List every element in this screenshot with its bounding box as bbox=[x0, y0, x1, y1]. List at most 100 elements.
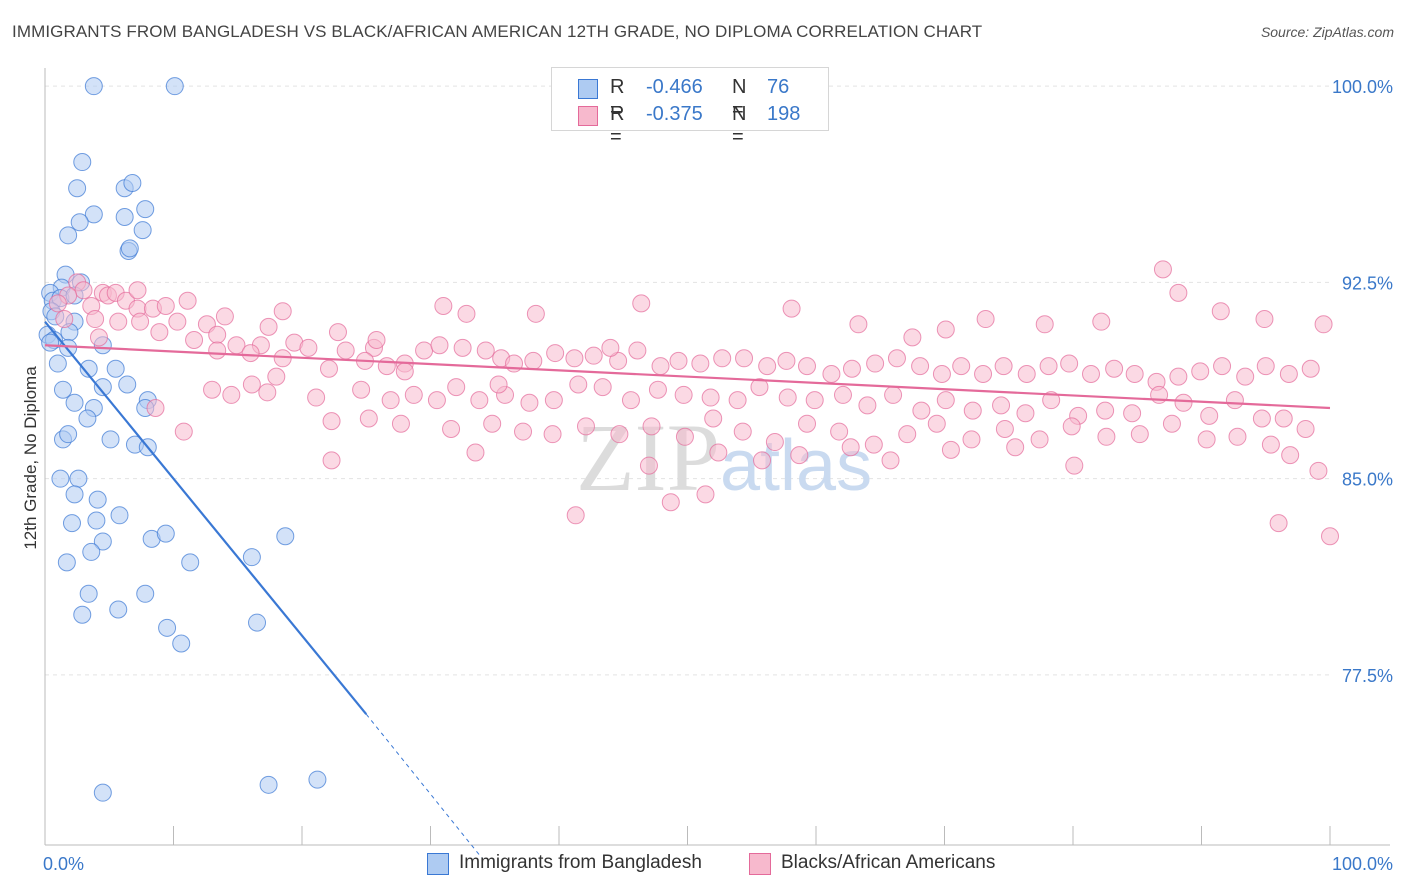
point-black bbox=[1252, 409, 1271, 428]
point-black bbox=[258, 383, 277, 402]
point-black bbox=[941, 440, 960, 459]
point-black bbox=[109, 312, 128, 331]
point-black bbox=[884, 385, 903, 404]
point-black bbox=[514, 422, 533, 441]
point-black bbox=[701, 388, 720, 407]
point-black bbox=[675, 427, 694, 446]
point-black bbox=[267, 367, 286, 386]
point-black bbox=[898, 425, 917, 444]
point-black bbox=[569, 375, 588, 394]
point-black bbox=[322, 412, 341, 431]
point-black bbox=[273, 302, 292, 321]
point-black bbox=[798, 414, 817, 433]
point-black bbox=[1125, 365, 1144, 383]
point-black bbox=[1016, 404, 1035, 423]
legend-swatch-blue bbox=[427, 853, 449, 875]
point-black bbox=[489, 375, 508, 394]
point-bangladesh bbox=[65, 393, 84, 412]
point-black bbox=[367, 330, 386, 349]
axes bbox=[44, 68, 1390, 846]
point-black bbox=[994, 357, 1013, 376]
point-bangladesh bbox=[53, 380, 72, 399]
point-black bbox=[1296, 419, 1315, 438]
point-black bbox=[1301, 359, 1320, 378]
point-black bbox=[483, 414, 502, 433]
point-black bbox=[642, 417, 661, 436]
point-bangladesh bbox=[123, 173, 142, 192]
trend-line-bangladesh bbox=[44, 320, 368, 715]
point-black bbox=[610, 425, 629, 444]
point-black bbox=[174, 422, 193, 441]
point-black bbox=[273, 349, 292, 368]
legend-swatch-pink bbox=[578, 106, 598, 126]
point-black bbox=[1309, 461, 1328, 480]
point-black bbox=[404, 385, 423, 404]
point-black bbox=[185, 330, 204, 349]
point-black bbox=[86, 310, 105, 329]
point-black bbox=[858, 396, 877, 415]
point-black bbox=[359, 409, 378, 428]
point-black bbox=[830, 422, 849, 441]
point-bangladesh bbox=[73, 153, 92, 172]
point-black bbox=[1200, 406, 1219, 425]
point-bangladesh bbox=[109, 600, 128, 619]
point-black bbox=[543, 425, 562, 444]
point-black bbox=[1236, 367, 1255, 386]
point-bangladesh bbox=[78, 409, 97, 428]
point-bangladesh bbox=[59, 425, 78, 444]
point-black bbox=[782, 299, 801, 318]
point-black bbox=[1213, 357, 1232, 376]
point-black bbox=[758, 357, 777, 376]
point-black bbox=[778, 388, 797, 407]
point-black bbox=[222, 385, 241, 404]
point-black bbox=[565, 349, 584, 368]
point-bangladesh bbox=[172, 634, 191, 653]
point-bangladesh bbox=[88, 490, 107, 509]
point-black bbox=[661, 493, 680, 512]
y-tick-label: 100.0% bbox=[1332, 77, 1393, 97]
point-bangladesh bbox=[79, 584, 98, 603]
point-black bbox=[753, 451, 772, 470]
point-black bbox=[427, 391, 446, 410]
point-black bbox=[639, 456, 658, 475]
point-black bbox=[733, 422, 752, 441]
point-black bbox=[849, 315, 868, 334]
point-bangladesh bbox=[93, 378, 112, 397]
chart-title: IMMIGRANTS FROM BANGLADESH VS BLACK/AFRI… bbox=[12, 22, 983, 41]
point-black bbox=[777, 351, 796, 370]
point-black bbox=[750, 378, 769, 397]
point-bangladesh bbox=[59, 226, 78, 245]
point-black bbox=[1169, 283, 1188, 302]
point-black bbox=[299, 338, 318, 357]
point-black bbox=[546, 344, 565, 363]
trend-lines bbox=[44, 320, 1331, 859]
point-black bbox=[128, 281, 147, 300]
point-black bbox=[415, 341, 434, 360]
point-black bbox=[866, 354, 885, 373]
point-black bbox=[1256, 357, 1275, 376]
point-bangladesh bbox=[101, 430, 120, 449]
point-black bbox=[576, 417, 595, 436]
point-black bbox=[168, 312, 187, 331]
point-black bbox=[887, 349, 906, 368]
point-bangladesh bbox=[65, 485, 84, 504]
point-black bbox=[453, 338, 472, 357]
point-black bbox=[336, 341, 355, 360]
point-black bbox=[790, 446, 809, 465]
point-black bbox=[1017, 365, 1036, 383]
point-black bbox=[89, 328, 108, 347]
point-bangladesh bbox=[62, 514, 81, 533]
point-black bbox=[1060, 354, 1079, 373]
point-black bbox=[833, 385, 852, 404]
point-black bbox=[601, 338, 620, 357]
point-black bbox=[1281, 446, 1300, 465]
point-black bbox=[447, 378, 466, 397]
point-bangladesh bbox=[82, 542, 101, 561]
point-black bbox=[1035, 315, 1054, 334]
n-value: 198 bbox=[767, 103, 801, 125]
point-black bbox=[1174, 393, 1193, 412]
point-black bbox=[1225, 391, 1244, 410]
point-black bbox=[241, 344, 260, 363]
point-black bbox=[395, 362, 414, 381]
point-black bbox=[1211, 302, 1230, 321]
